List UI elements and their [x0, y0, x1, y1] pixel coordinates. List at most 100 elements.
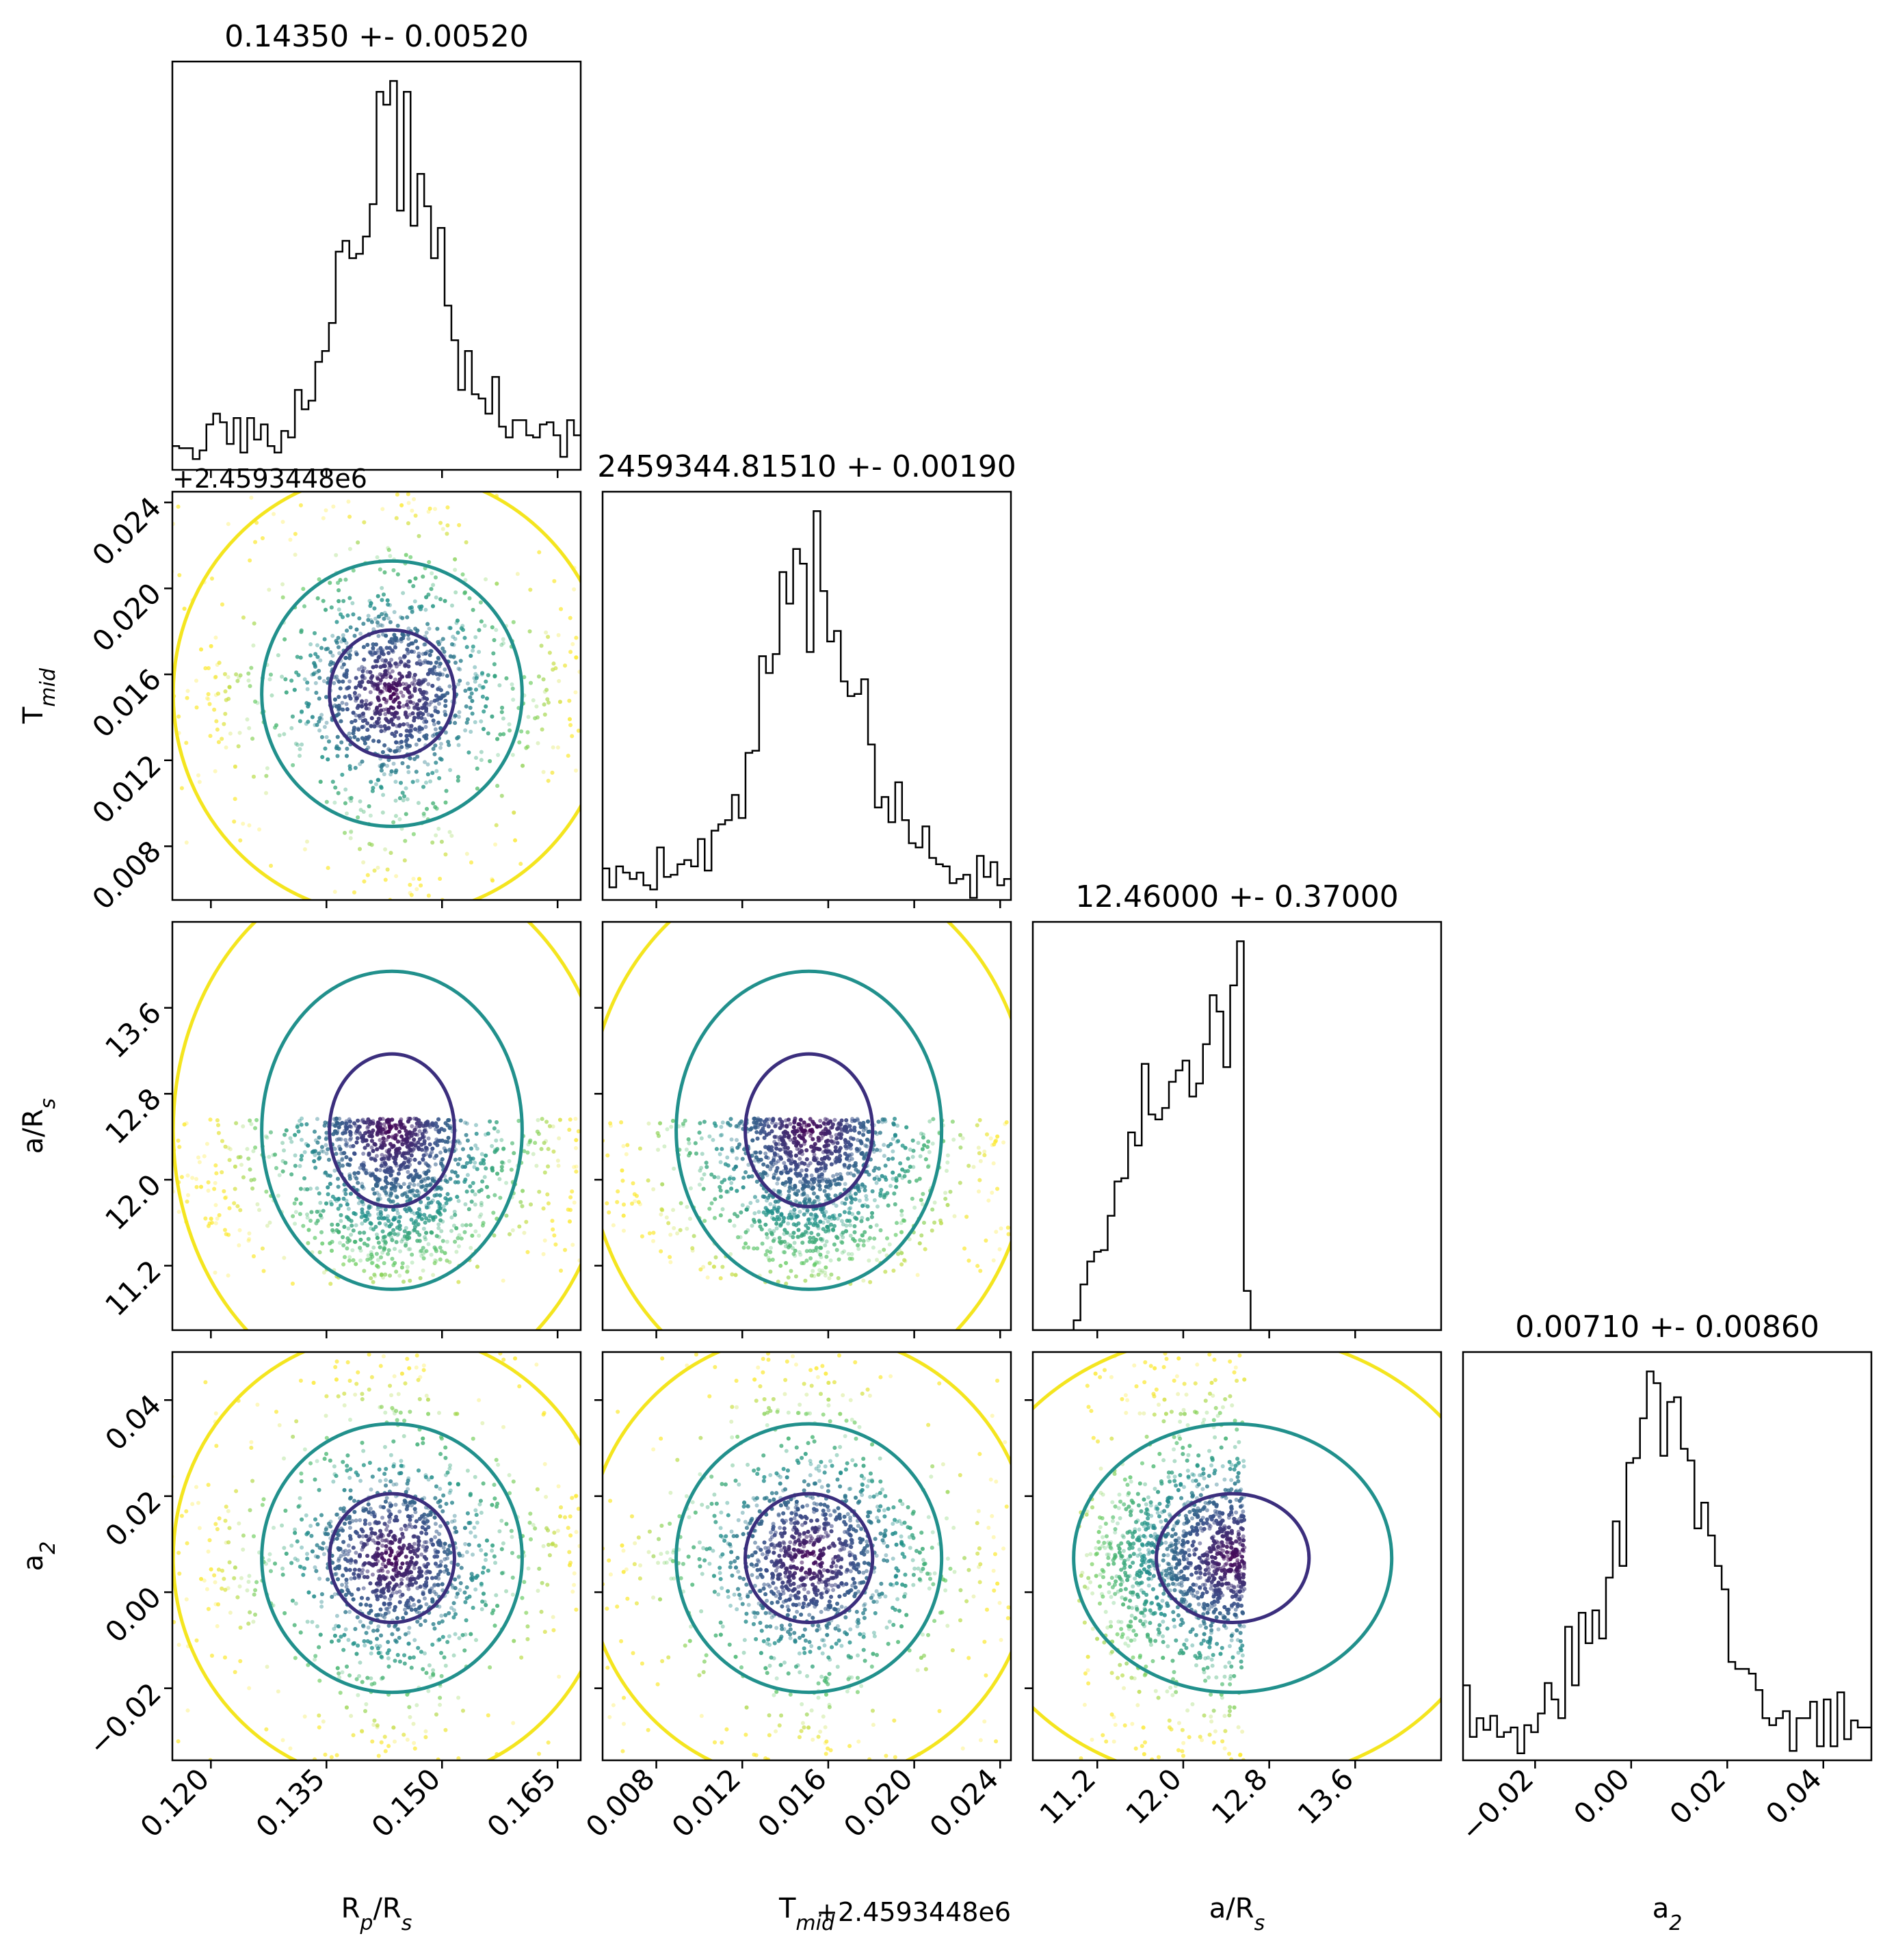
- scatter-point: [352, 890, 356, 895]
- scatter-point: [537, 550, 542, 555]
- scatter-point: [433, 575, 438, 580]
- scatter-point: [519, 729, 524, 734]
- scatter-point: [338, 578, 343, 583]
- scatter-point: [404, 682, 408, 687]
- scatter-point: [226, 696, 231, 701]
- scatter-point: [477, 628, 482, 633]
- scatter-point: [448, 654, 453, 659]
- scatter-point: [235, 678, 240, 683]
- scatter-point: [537, 550, 542, 555]
- scatter-point: [380, 1217, 385, 1221]
- scatter-point: [421, 784, 426, 789]
- scatter-point: [341, 662, 346, 667]
- scatter-point: [317, 577, 321, 582]
- scatter-point: [453, 590, 458, 595]
- scatter-point: [419, 883, 423, 888]
- scatter-point: [248, 558, 252, 563]
- scatter-point: [378, 703, 382, 708]
- scatter-point: [241, 615, 246, 620]
- scatter-point: [381, 1245, 386, 1250]
- scatter-point: [424, 631, 429, 635]
- scatter-point: [378, 1167, 382, 1172]
- scatter-point: [382, 979, 386, 983]
- scatter-point: [479, 750, 484, 754]
- scatter-point: [394, 516, 399, 520]
- scatter-point: [345, 613, 350, 618]
- scatter-point: [437, 1201, 442, 1206]
- scatter-point: [369, 716, 374, 721]
- scatter-point: [393, 710, 398, 715]
- scatter-point: [367, 804, 371, 809]
- scatter-point: [407, 671, 412, 676]
- scatter-point: [492, 662, 497, 667]
- scatter-point: [386, 548, 391, 553]
- scatter-point: [340, 615, 345, 620]
- scatter-point: [360, 759, 365, 764]
- scatter-point: [142, 722, 146, 726]
- scatter-point: [463, 1120, 468, 1125]
- scatter-point: [423, 1237, 428, 1242]
- scatter-point: [431, 801, 436, 806]
- scatter-point: [234, 672, 239, 677]
- scatter-point: [542, 712, 547, 717]
- scatter-point: [421, 813, 426, 818]
- scatter-point: [573, 768, 578, 773]
- scatter-point: [409, 605, 414, 610]
- scatter-point: [349, 795, 354, 800]
- scatter-point: [344, 754, 349, 758]
- scatter-point: [508, 728, 512, 733]
- scatter-point: [383, 1239, 388, 1243]
- scatter-point: [341, 679, 345, 684]
- scatter-point: [413, 626, 418, 631]
- scatter-point: [455, 618, 460, 623]
- scatter-point: [166, 808, 170, 812]
- scatter-point: [404, 786, 408, 791]
- scatter-point: [456, 631, 460, 635]
- scatter-point: [253, 540, 258, 544]
- scatter-point: [570, 734, 575, 739]
- scatter-point: [544, 687, 549, 692]
- scatter-point: [370, 1007, 374, 1011]
- scatter-point: [425, 762, 430, 767]
- scatter-point: [223, 689, 228, 693]
- scatter-point: [427, 560, 432, 565]
- scatter-point: [425, 806, 430, 811]
- scatter-point: [397, 796, 402, 801]
- scatter-point: [413, 639, 418, 644]
- scatter-point: [448, 626, 453, 631]
- scatter-point: [429, 587, 434, 592]
- scatter-point: [319, 646, 324, 650]
- scatter-point: [350, 1248, 355, 1253]
- scatter-point: [367, 702, 372, 706]
- scatter-point: [382, 570, 387, 574]
- scatter-point: [447, 684, 452, 689]
- scatter-point: [185, 696, 189, 700]
- scatter-point: [367, 804, 371, 809]
- scatter-point: [430, 604, 435, 609]
- scatter-point: [326, 739, 331, 744]
- scatter-point: [542, 702, 547, 707]
- scatter-point: [460, 628, 465, 633]
- scatter-point: [384, 1223, 389, 1228]
- scatter-point: [540, 727, 544, 732]
- scatter-point: [389, 637, 394, 641]
- scatter-point: [345, 686, 350, 691]
- scatter-point: [292, 687, 297, 692]
- scatter-point: [453, 721, 458, 726]
- scatter-point: [376, 623, 380, 628]
- scatter-point: [213, 674, 218, 679]
- scatter-point: [414, 769, 419, 774]
- scatter-point: [434, 1259, 438, 1264]
- scatter-point: [659, 655, 663, 659]
- scatter-point: [374, 664, 379, 669]
- frame-0-1: [171, 490, 582, 901]
- scatter-point: [222, 672, 227, 676]
- scatter-point: [347, 514, 352, 519]
- scatter-point: [387, 672, 392, 676]
- scatter-point: [389, 769, 394, 773]
- scatter-point: [414, 742, 419, 747]
- scatter-point: [466, 750, 471, 755]
- scatter-point: [378, 567, 382, 572]
- scatter-point: [213, 674, 218, 679]
